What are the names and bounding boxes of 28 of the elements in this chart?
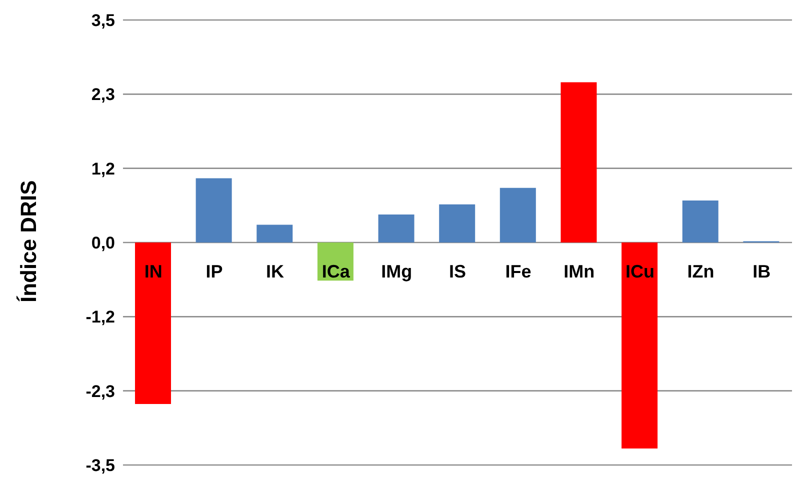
y-tick-label: 3,5 [91, 11, 115, 30]
x-tick-label: IZn [687, 262, 714, 282]
bar [560, 82, 597, 242]
y-tick-label: 0,0 [91, 234, 115, 253]
x-tick-label: IFe [505, 262, 532, 282]
bar [622, 242, 658, 448]
x-tick-label: IP [206, 262, 223, 282]
y-tick-label: -2,3 [86, 382, 115, 401]
x-tick-label: ICa [322, 262, 351, 282]
y-tick-label: -1,2 [86, 308, 115, 327]
x-tick-label: IK [266, 262, 284, 282]
bar [256, 224, 293, 242]
bar [439, 204, 476, 242]
bar [135, 242, 171, 404]
x-tick-label: IN [144, 262, 162, 282]
y-tick-label: 1,2 [91, 159, 115, 178]
x-tick-label: IMn [564, 262, 595, 282]
x-tick-label: IB [752, 262, 771, 282]
bar [682, 200, 718, 242]
bar [196, 178, 232, 242]
y-tick-label: -3,5 [86, 456, 115, 476]
x-tick-label: IS [448, 262, 466, 282]
x-tick-label: IMg [381, 262, 412, 282]
y-tick-label: 2,3 [91, 85, 115, 104]
x-tick-label: ICu [625, 262, 654, 282]
bar [378, 214, 414, 242]
bar [500, 188, 536, 242]
y-axis-title: Índice DRIS [16, 180, 41, 302]
